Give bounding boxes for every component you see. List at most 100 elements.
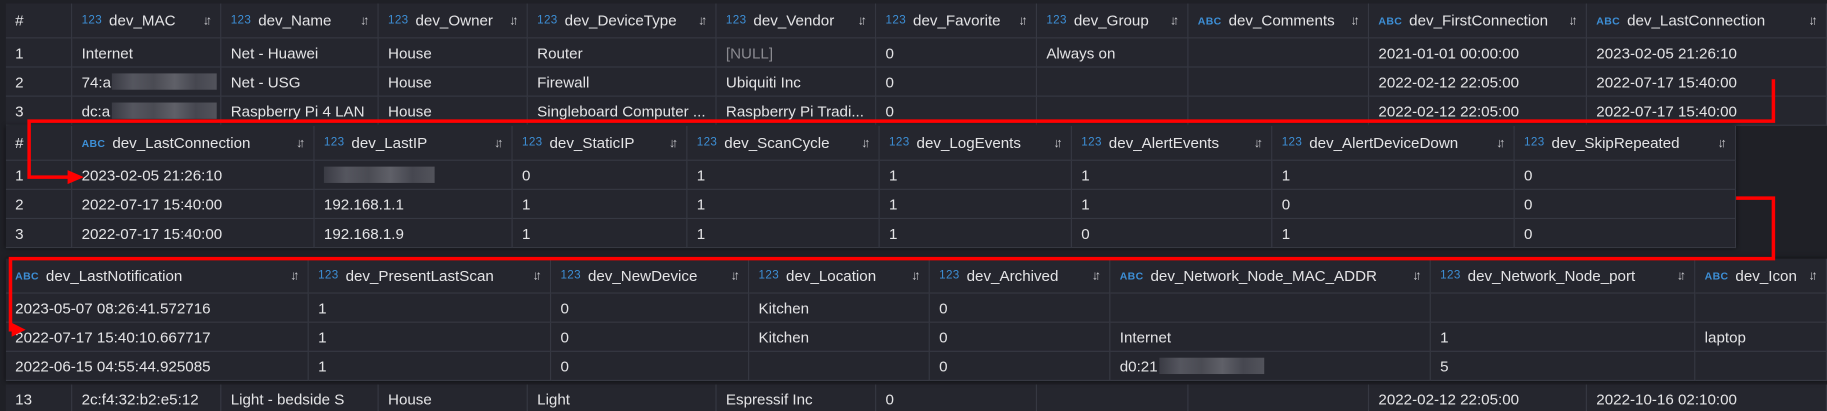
table-cell[interactable]: Singleboard Computer ...	[527, 96, 717, 126]
sort-arrows-icon[interactable]: ↓↑	[290, 268, 299, 283]
table-cell[interactable]: 74:a	[72, 67, 222, 97]
column-header-index[interactable]: #	[5, 3, 73, 39]
table-cell[interactable]: House	[379, 384, 528, 411]
column-header-dev-favorite[interactable]: 123 dev_Favorite ↓↑	[876, 3, 1038, 39]
sort-arrows-icon[interactable]: ↓↑	[911, 268, 920, 283]
table-cell[interactable]: 2022-07-17 15:40:00	[72, 189, 315, 220]
sort-arrows-icon[interactable]: ↓↑	[1496, 135, 1505, 150]
column-header-dev-group[interactable]: 123 dev_Group ↓↑	[1037, 3, 1189, 39]
sort-arrows-icon[interactable]: ↓↑	[1053, 135, 1062, 150]
sort-arrows-icon[interactable]: ↓↑	[730, 268, 740, 283]
table-cell[interactable]: 3	[5, 96, 73, 126]
table-cell[interactable]: Light - bedside S	[221, 384, 379, 411]
table-cell[interactable]: 0	[1514, 189, 1737, 220]
table-cell[interactable]	[1188, 38, 1370, 68]
table-cell[interactable]: 2022-02-12 22:05:00	[1369, 67, 1587, 97]
sort-arrows-icon[interactable]: ↓↑	[1018, 13, 1027, 28]
table-cell[interactable]	[1430, 293, 1696, 323]
table-cell[interactable]: 1	[687, 189, 880, 220]
table-cell[interactable]: 1	[1071, 189, 1273, 220]
column-header-dev-name[interactable]: 123 dev_Name ↓↑	[221, 3, 379, 39]
table-cell[interactable]: 2	[5, 189, 73, 220]
table-cell[interactable]: House	[378, 67, 528, 97]
table-cell[interactable]: 2023-05-07 08:26:41.572716	[5, 293, 309, 323]
table-cell[interactable]: 192.168.1.1	[314, 189, 513, 220]
sort-arrows-icon[interactable]: ↓↑	[1253, 135, 1263, 150]
column-header-dev-owner[interactable]: 123 dev_Owner ↓↑	[378, 3, 528, 39]
column-header-dev-scancycle[interactable]: 123 dev_ScanCycle ↓↑	[687, 125, 880, 161]
table-cell[interactable]	[1695, 351, 1827, 382]
table-cell[interactable]: Router	[527, 38, 717, 68]
table-cell[interactable]: 2022-07-17 15:40:00	[1586, 96, 1827, 126]
table-cell[interactable]: 0	[929, 322, 1111, 352]
table-cell[interactable]: Firewall	[527, 67, 717, 97]
column-header-dev-network-node-mac-addr[interactable]: ABC dev_Network_Node_MAC_ADDR ↓↑	[1110, 258, 1431, 294]
table-cell[interactable]: 2023-02-05 21:26:10	[72, 160, 315, 190]
column-header-dev-newdevice[interactable]: 123 dev_NewDevice ↓↑	[551, 258, 750, 294]
table-cell[interactable]: Kitchen	[749, 293, 930, 323]
column-header-dev-lastconnection[interactable]: ABC dev_LastConnection ↓↑	[72, 125, 315, 161]
table-cell[interactable]	[1037, 96, 1189, 126]
sort-arrows-icon[interactable]: ↓↑	[509, 13, 518, 28]
table-cell[interactable]: 1	[879, 219, 1072, 249]
table-cell[interactable]: 0	[929, 293, 1111, 323]
table-cell[interactable]: 1	[1272, 219, 1515, 249]
column-header-dev-lastip[interactable]: 123 dev_LastIP ↓↑	[314, 125, 513, 161]
column-header-dev-alertevents[interactable]: 123 dev_AlertEvents ↓↑	[1071, 125, 1273, 161]
table-cell[interactable]: Net - Huawei	[221, 38, 379, 68]
table-cell[interactable]: 1	[1071, 160, 1273, 190]
table-cell[interactable]: 1	[308, 293, 552, 323]
table-cell[interactable]: 3	[5, 219, 73, 249]
table-cell[interactable]: Kitchen	[749, 322, 930, 352]
table-cell[interactable]: 2023-02-05 21:26:10	[1586, 38, 1827, 68]
table-cell[interactable]: Net - USG	[221, 67, 379, 97]
table-cell[interactable]: Ubiquiti Inc	[716, 67, 877, 97]
table-cell[interactable]: 2022-06-15 04:55:44.925085	[5, 351, 309, 382]
table-cell[interactable]: House	[378, 38, 528, 68]
column-header-dev-mac[interactable]: 123 dev_MAC ↓↑	[72, 3, 222, 39]
table-cell[interactable]: 1	[879, 160, 1072, 190]
table-cell[interactable]	[749, 351, 930, 382]
table-cell[interactable]	[1188, 96, 1370, 126]
column-header-dev-lastnotification[interactable]: ABC dev_LastNotification ↓↑	[5, 258, 309, 294]
table-cell[interactable]: 1	[512, 219, 688, 249]
sort-arrows-icon[interactable]: ↓↑	[857, 13, 867, 28]
column-header-dev-skiprepeated[interactable]: 123 dev_SkipRepeated ↓↑	[1514, 125, 1737, 161]
table-cell[interactable]	[1110, 293, 1431, 323]
table-cell[interactable]: dc:a	[72, 96, 222, 126]
sort-arrows-icon[interactable]: ↓↑	[1350, 13, 1359, 28]
table-cell[interactable]: 0	[512, 160, 688, 190]
table-cell[interactable]: Internet	[72, 38, 222, 68]
table-cell[interactable]	[314, 160, 513, 190]
column-header-dev-devicetype[interactable]: 123 dev_DeviceType ↓↑	[527, 3, 717, 39]
table-cell[interactable]: 2022-07-17 15:40:00	[1586, 67, 1827, 97]
table-cell[interactable]: 0	[1514, 160, 1737, 190]
column-header-dev-icon[interactable]: ABC dev_Icon ↓↑	[1695, 258, 1827, 294]
table-cell[interactable]: 0	[551, 322, 750, 352]
sort-arrows-icon[interactable]: ↓↑	[1169, 13, 1179, 28]
table-cell[interactable]: Internet	[1110, 322, 1431, 352]
table-cell[interactable]: 1	[687, 160, 880, 190]
column-header-dev-network-node-port[interactable]: 123 dev_Network_Node_port ↓↑	[1430, 258, 1696, 294]
table-cell[interactable]	[1188, 384, 1370, 411]
table-cell[interactable]: 0	[876, 96, 1038, 126]
table-cell[interactable]: 0	[551, 351, 750, 382]
table-cell[interactable]: 1	[5, 38, 73, 68]
table-cell[interactable]: 2022-07-17 15:40:00	[72, 219, 315, 249]
sort-arrows-icon[interactable]: ↓↑	[697, 13, 707, 28]
table-cell[interactable]: 1	[308, 351, 552, 382]
table-cell[interactable]: 192.168.1.9	[314, 219, 513, 249]
table-cell[interactable]: 1	[1430, 322, 1696, 352]
table-cell[interactable]: d0:21	[1110, 351, 1431, 382]
table-cell[interactable]: 0	[1514, 219, 1737, 249]
column-header-dev-presentlastscan[interactable]: 123 dev_PresentLastScan ↓↑	[308, 258, 552, 294]
table-cell[interactable]: 1	[1272, 160, 1515, 190]
sort-arrows-icon[interactable]: ↓↑	[295, 135, 305, 150]
table-cell[interactable]: 2022-10-16 02:10:00	[1587, 384, 1827, 411]
table-cell[interactable]: House	[378, 96, 528, 126]
table-cell[interactable]: 1	[5, 160, 73, 190]
table-cell[interactable]: 2022-07-17 15:40:10.667717	[5, 322, 309, 352]
column-header-dev-comments[interactable]: ABC dev_Comments ↓↑	[1188, 3, 1370, 39]
table-cell[interactable]: 2c:f4:32:b2:e5:12	[72, 384, 222, 411]
table-cell[interactable]: 2022-02-12 22:05:00	[1369, 96, 1587, 126]
